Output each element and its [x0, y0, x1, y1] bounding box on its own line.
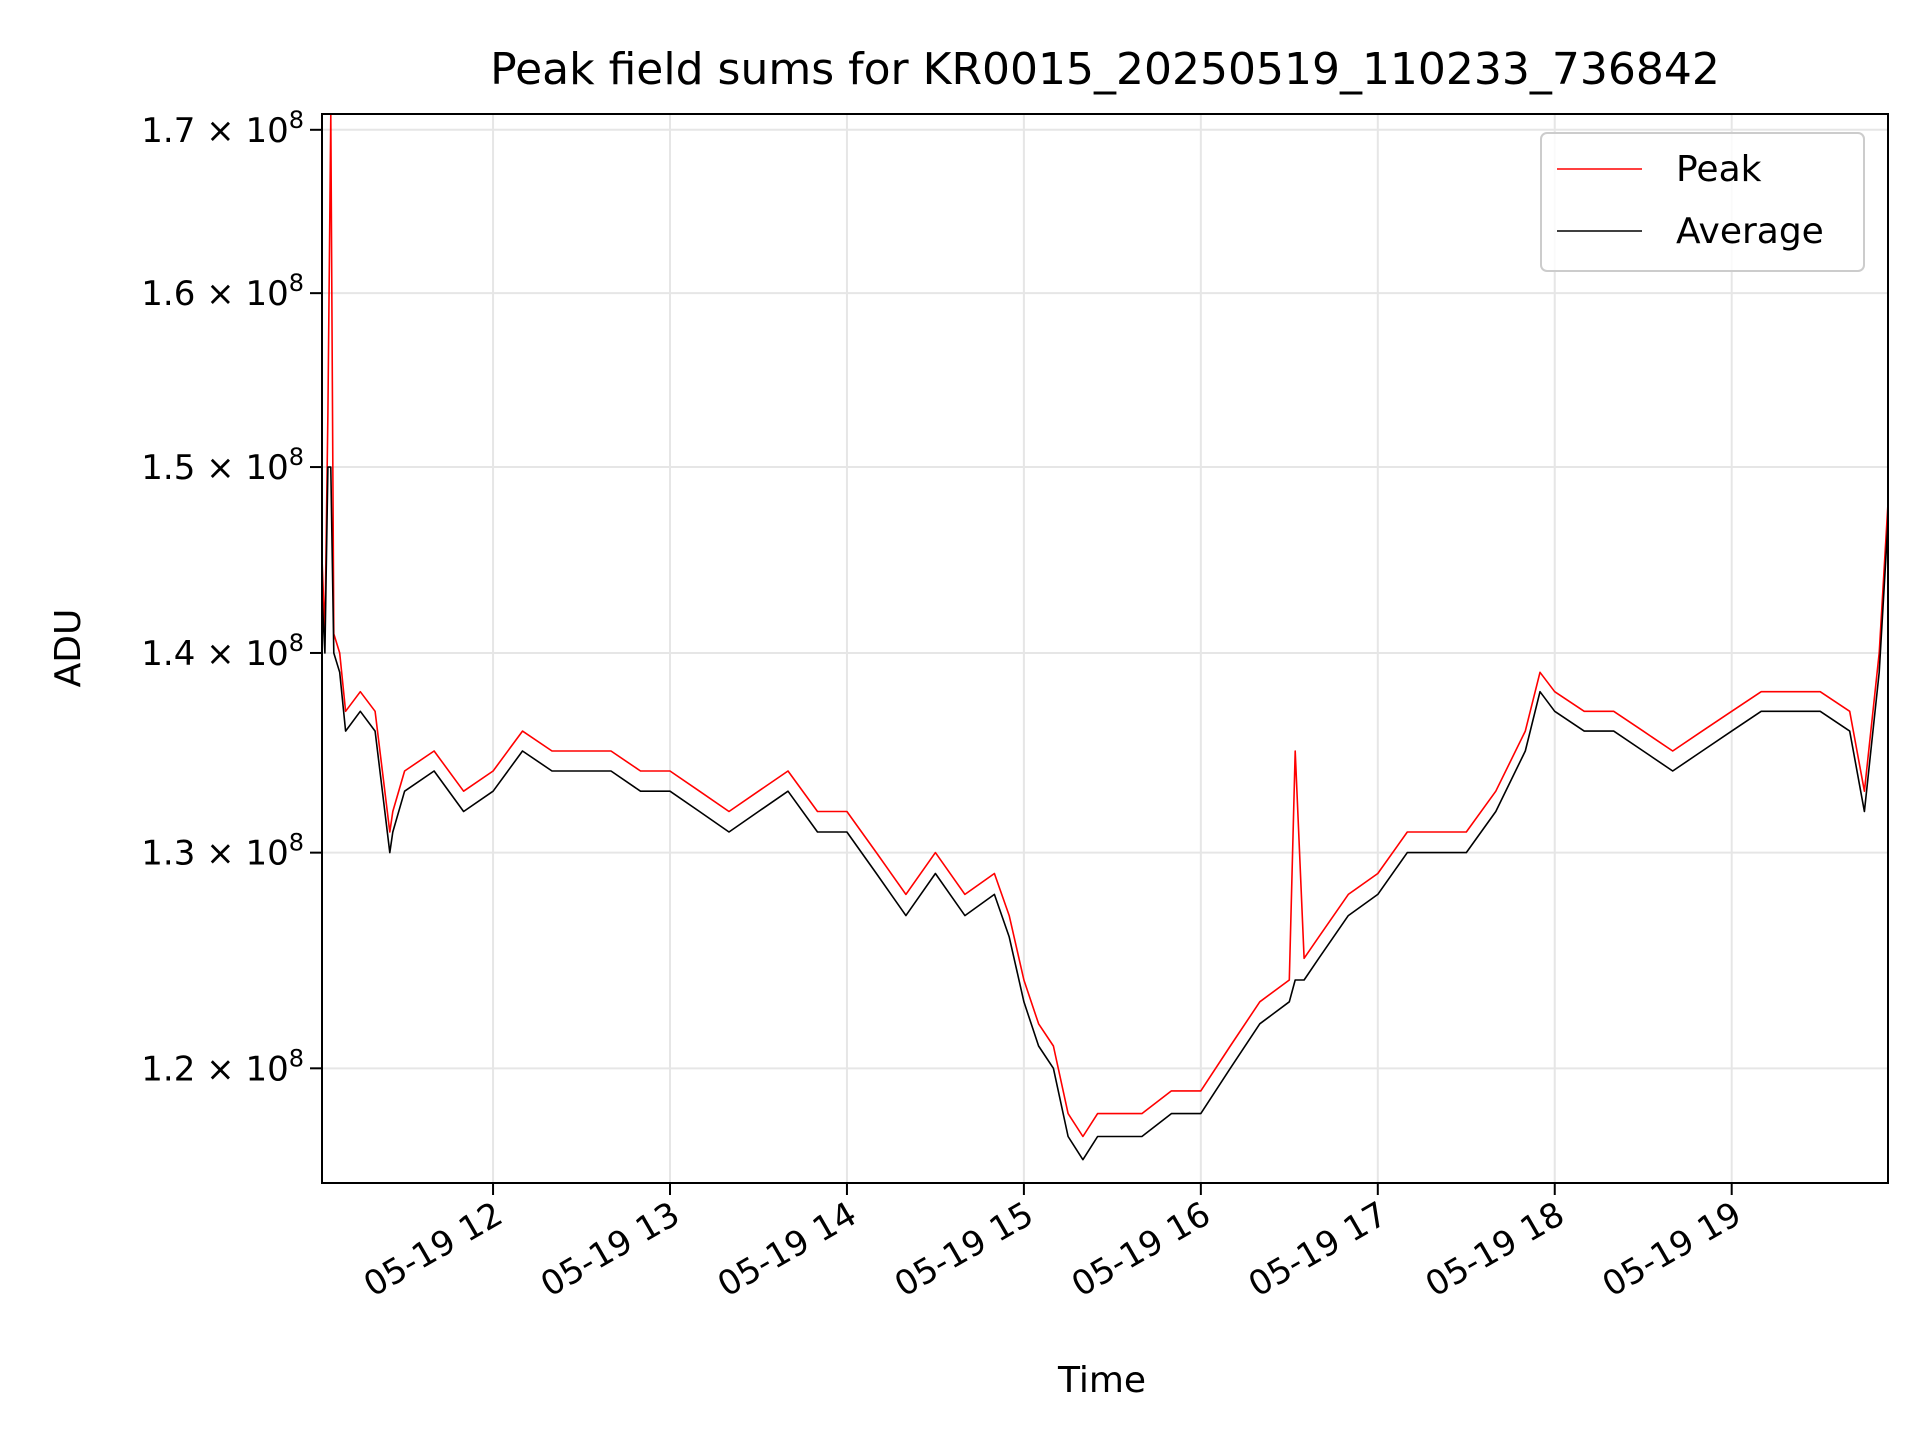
- average-series-line: [322, 466, 1888, 1161]
- y-tick-label: 1.5 × 108: [141, 443, 304, 488]
- y-tick-label: 1.4 × 108: [141, 629, 304, 674]
- plot-series: [322, 114, 1888, 1161]
- peak-series-line: [322, 114, 1888, 1138]
- y-tick-label: 1.2 × 108: [141, 1044, 304, 1089]
- legend: Peak Average: [1540, 132, 1865, 272]
- y-tick-label: 1.7 × 108: [141, 106, 304, 151]
- x-axis-label: Time: [1057, 1360, 1146, 1401]
- y-tick-label: 1.3 × 108: [141, 829, 304, 874]
- y-axis: 1.2 × 108 1.3 × 108 1.4 × 108 1.5 × 108 1.6 …: [141, 106, 322, 1089]
- y-axis-label: ADU: [48, 609, 89, 688]
- plot-frame: [321, 113, 1889, 1184]
- legend-average-label: Average: [1676, 211, 1824, 252]
- y-tick-label: 1.6 × 108: [141, 269, 304, 314]
- legend-frame: [1540, 132, 1865, 272]
- grid-lines: [322, 114, 1888, 1183]
- legend-peak-label: Peak: [1676, 149, 1762, 190]
- chart-title: Peak field sums for KR0015_20250519_1102…: [490, 44, 1720, 95]
